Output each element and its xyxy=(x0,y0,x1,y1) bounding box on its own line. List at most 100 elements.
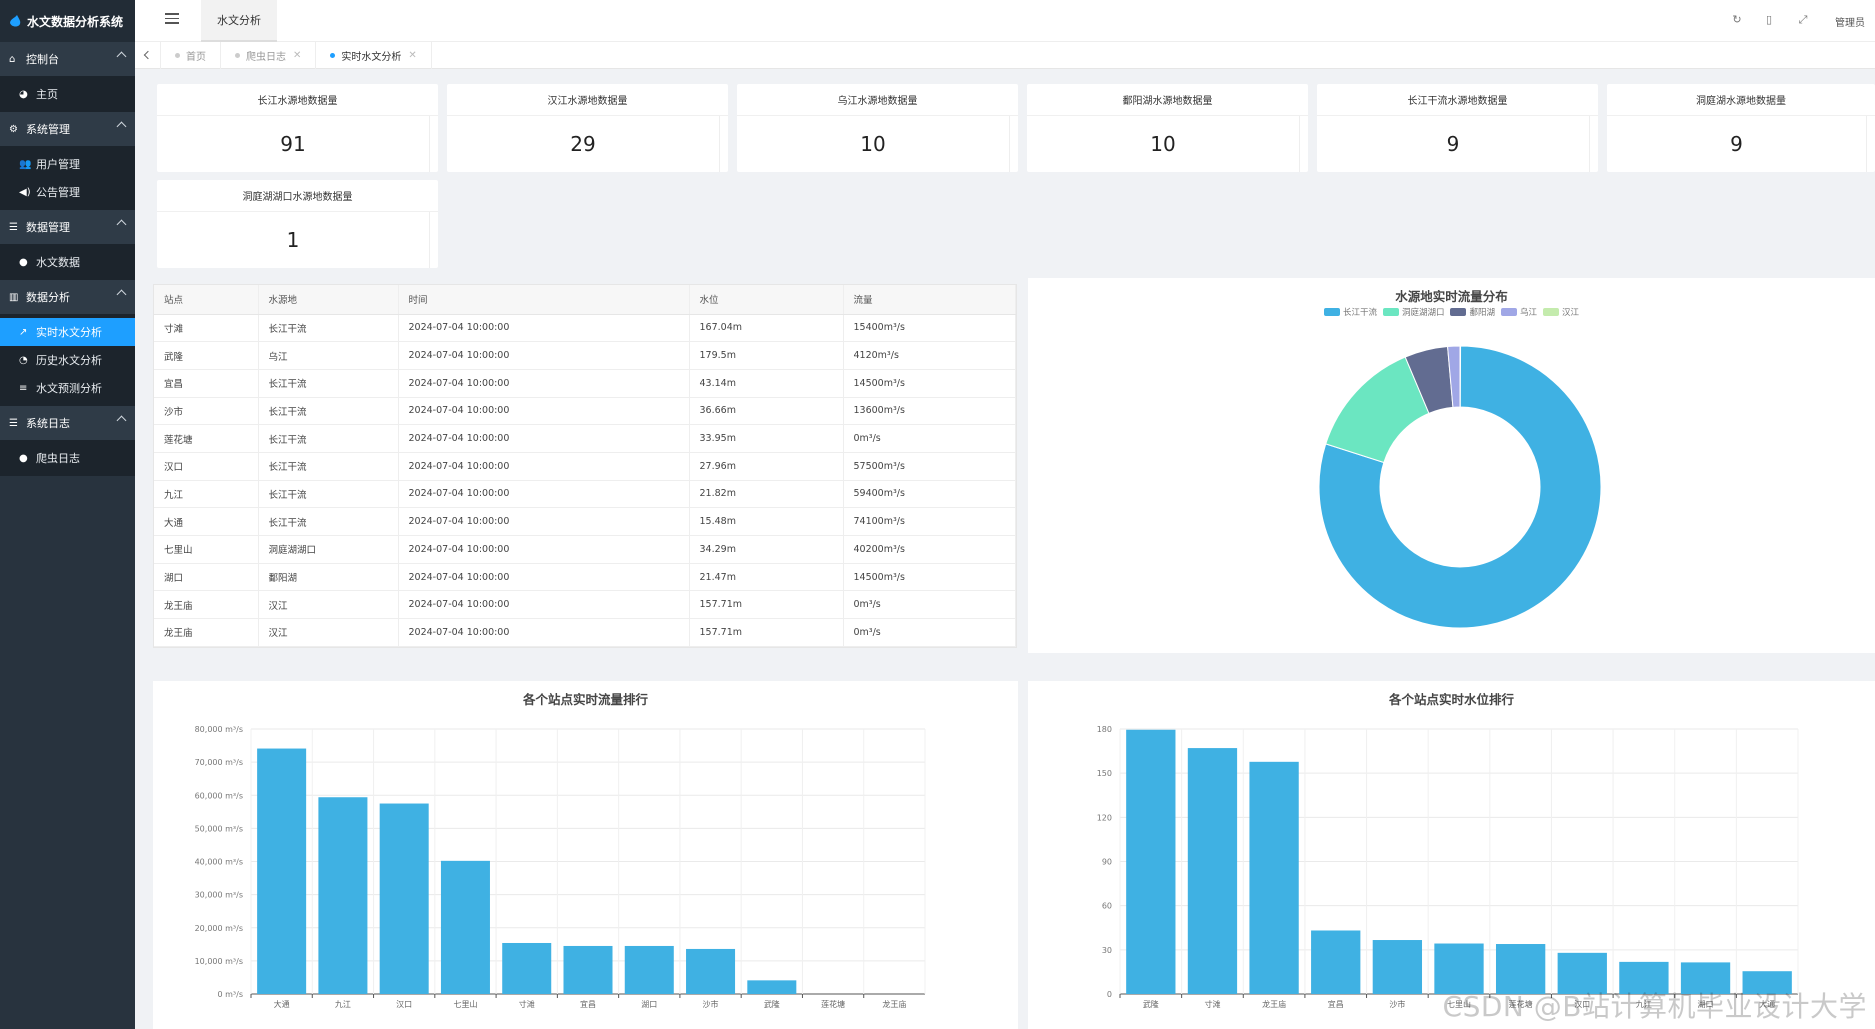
flow-ranking-chart: 各个站点实时流量排行 0 m³/s 10,000 m³/s 20,000 m³/s 3… xyxy=(153,681,1018,1029)
sidebar-item-forecast[interactable]: ≡ 水文预测分析 xyxy=(0,374,135,402)
tab-home[interactable]: 首页 xyxy=(161,41,221,69)
app-logo[interactable]: 水文数据分析系统 xyxy=(0,0,135,42)
table-cell: 武隆 xyxy=(154,341,259,370)
bar[interactable] xyxy=(1557,952,1607,994)
bar[interactable] xyxy=(1619,961,1669,994)
sidebar-item-crawler-log[interactable]: ● 爬虫日志 xyxy=(0,444,135,472)
line-chart-icon: ↗ xyxy=(19,326,28,338)
fullscreen-icon[interactable]: ⤢ xyxy=(1798,13,1808,26)
close-icon[interactable]: ✕ xyxy=(293,49,302,61)
sidebar-group-logs[interactable]: ☰ 系统日志 xyxy=(0,406,135,440)
x-tick-label: 九江 xyxy=(1636,1000,1652,1009)
legend-item[interactable]: 汉江 xyxy=(1543,306,1579,318)
pie-chart-icon: ◔ xyxy=(19,354,28,366)
sidebar-item-label: 主页 xyxy=(36,88,58,101)
bar[interactable] xyxy=(1495,944,1546,994)
bar[interactable] xyxy=(257,748,307,994)
table-cell: 2024-07-04 10:00:00 xyxy=(398,535,690,564)
stat-card-value: 29 xyxy=(447,116,720,172)
list-icon: ☰ xyxy=(9,417,18,429)
bar[interactable] xyxy=(502,942,552,994)
trash-icon[interactable]: ▯ xyxy=(1765,13,1773,26)
stat-card-title: 汉江水源地数据量 xyxy=(447,84,728,116)
legend-swatch xyxy=(1543,308,1560,316)
refresh-icon[interactable]: ↻ xyxy=(1732,13,1742,26)
close-icon[interactable]: ✕ xyxy=(408,49,417,61)
table-cell: 长江干流 xyxy=(258,397,399,426)
sidebar-item-realtime[interactable]: ↗ 实时水文分析 xyxy=(0,318,135,346)
bar[interactable] xyxy=(1742,971,1792,994)
bar[interactable] xyxy=(1680,962,1731,994)
tab-crawler-log[interactable]: 爬虫日志 ✕ xyxy=(221,41,317,69)
stat-card: 长江干流水源地数据量 9 xyxy=(1317,84,1598,172)
table-cell: 沙市 xyxy=(154,397,259,426)
list-icon: ☰ xyxy=(9,221,18,233)
y-tick-label: 120 xyxy=(1097,813,1112,822)
table-cell: 宜昌 xyxy=(154,369,259,398)
stat-card: 乌江水源地数据量 10 xyxy=(737,84,1018,172)
bar[interactable] xyxy=(686,948,736,994)
sidebar-item-label: 公告管理 xyxy=(36,186,80,199)
stat-card: 长江水源地数据量 91 xyxy=(157,84,438,172)
chart-legend: 长江干流 洞庭湖湖口 鄱阳湖 乌江 汉江 xyxy=(1028,306,1875,318)
bar[interactable] xyxy=(563,945,613,994)
bar[interactable] xyxy=(1311,930,1361,994)
bar[interactable] xyxy=(440,860,490,994)
table-cell: 74100m³/s xyxy=(843,507,1016,536)
chevron-up-icon xyxy=(116,219,127,230)
table-cell: 4120m³/s xyxy=(843,341,1016,370)
donut-svg xyxy=(1318,345,1602,629)
bar[interactable] xyxy=(1187,748,1238,994)
top-bar: 水文分析 ↻ ▯ ⤢ 管理员 xyxy=(135,0,1875,42)
table-cell: 179.5m xyxy=(689,341,844,370)
legend-item[interactable]: 鄱阳湖 xyxy=(1450,306,1495,318)
donut-slice[interactable] xyxy=(1459,345,1462,408)
tab-scroll-left-icon[interactable] xyxy=(135,41,161,69)
table-header-cell: 站点 xyxy=(154,285,259,315)
database-icon: ≡ xyxy=(19,382,28,394)
bar[interactable] xyxy=(1126,729,1176,994)
sidebar-group-data[interactable]: ☰ 数据管理 xyxy=(0,210,135,244)
sidebar-item-history[interactable]: ◔ 历史水文分析 xyxy=(0,346,135,374)
sidebar-item-home[interactable]: ◕ 主页 xyxy=(0,80,135,108)
tab-realtime-analysis[interactable]: 实时水文分析 ✕ xyxy=(316,41,432,69)
sidebar-group-system[interactable]: ⚙ 系统管理 xyxy=(0,112,135,146)
y-tick-label: 20,000 m³/s xyxy=(195,924,243,933)
chart-title: 各个站点实时水位排行 xyxy=(1388,692,1514,707)
bar[interactable] xyxy=(1372,940,1423,994)
bar[interactable] xyxy=(1249,761,1299,994)
sidebar-group-console[interactable]: ⌂ 控制台 xyxy=(0,42,135,76)
stat-card-title: 洞庭湖水源地数据量 xyxy=(1607,84,1875,116)
sidebar-group-analysis[interactable]: ▥ 数据分析 xyxy=(0,280,135,314)
sidebar-item-notices[interactable]: ◀) 公告管理 xyxy=(0,178,135,206)
table-cell: 寸滩 xyxy=(154,314,259,343)
sidebar-group-label: 系统日志 xyxy=(26,417,70,430)
sidebar-group-label: 数据管理 xyxy=(26,221,70,234)
table-cell: 0m³/s xyxy=(843,424,1016,453)
tab-dot xyxy=(330,52,336,58)
bar[interactable] xyxy=(624,945,674,994)
sidebar-submenu: ◕ 主页 xyxy=(0,76,135,112)
stat-card-value: 10 xyxy=(737,116,1010,172)
bar[interactable] xyxy=(318,797,368,994)
table-row: 武隆 乌江 2024-07-04 10:00:00 179.5m 4120m³/s xyxy=(154,341,1016,370)
legend-item[interactable]: 洞庭湖湖口 xyxy=(1382,306,1444,318)
top-nav-item[interactable]: 水文分析 xyxy=(201,0,277,42)
table-row: 龙王庙 汉江 2024-07-04 10:00:00 157.71m 0m³/s xyxy=(154,590,1016,620)
legend-item[interactable]: 长江干流 xyxy=(1323,306,1377,318)
sidebar-item-users[interactable]: 👥 用户管理 xyxy=(0,150,135,178)
chart-title: 各个站点实时流量排行 xyxy=(522,692,648,707)
sidebar-item-hydro-data[interactable]: ● 水文数据 xyxy=(0,248,135,276)
admin-user[interactable]: 管理员 xyxy=(1835,18,1865,29)
bar[interactable] xyxy=(747,980,797,994)
speaker-icon: ◀) xyxy=(19,186,31,198)
chevron-up-icon xyxy=(116,51,127,62)
bar[interactable] xyxy=(379,803,429,994)
legend-item[interactable]: 乌江 xyxy=(1501,306,1537,318)
table-cell: 长江干流 xyxy=(258,424,399,453)
menu-toggle-icon[interactable] xyxy=(165,13,179,27)
stat-card-value: 9 xyxy=(1607,116,1867,172)
bar[interactable] xyxy=(1434,943,1484,994)
table-row: 九江 长江干流 2024-07-04 10:00:00 21.82m 59400m³/s xyxy=(154,480,1016,509)
donut-slice[interactable] xyxy=(1318,345,1602,629)
